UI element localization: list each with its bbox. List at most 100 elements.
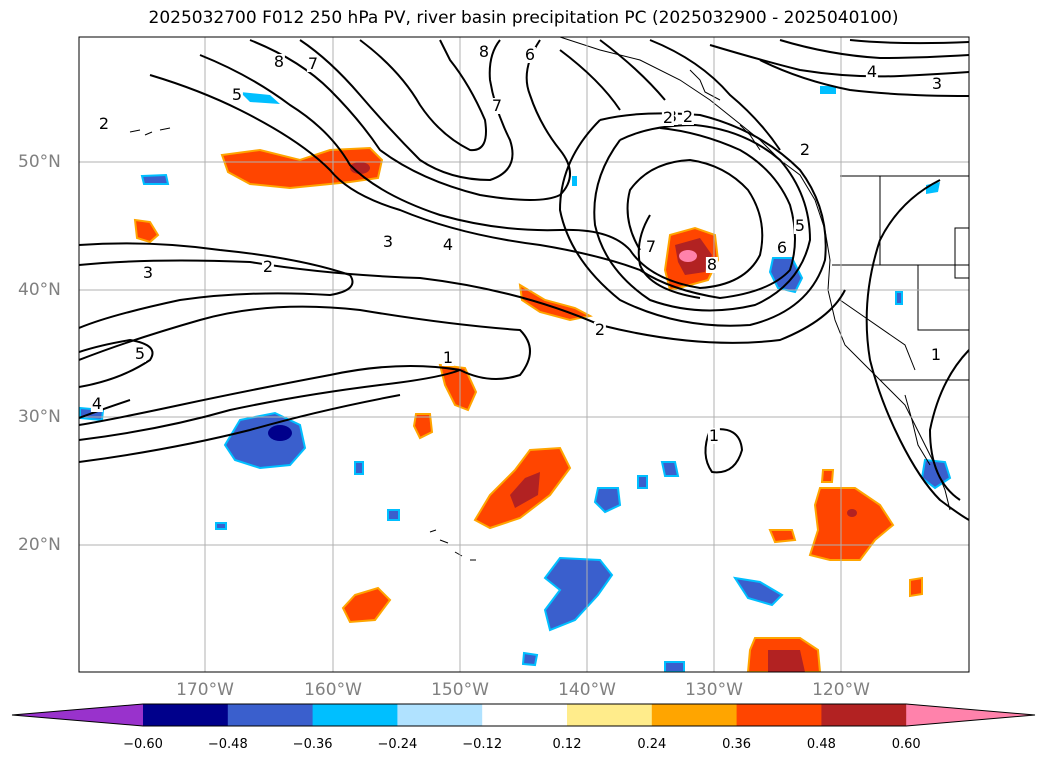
precip-positive-area	[808, 487, 895, 561]
colorbar-tick-label: −0.12	[462, 737, 503, 752]
pv-contour	[849, 39, 969, 45]
contour-label: 3	[930, 74, 944, 93]
pv-contour	[79, 305, 531, 426]
contour-label: 2	[593, 320, 607, 339]
contour-label: 2	[261, 257, 275, 276]
precip-negative-area	[593, 487, 622, 514]
contour-label: 8	[705, 255, 719, 274]
precip-negative-area	[354, 461, 364, 475]
map-frame	[78, 36, 970, 673]
precip-negative-area	[732, 576, 784, 607]
lon-label-120w: 120°W	[812, 680, 870, 700]
pv-contour	[79, 369, 461, 441]
precip-negative-area	[140, 173, 170, 185]
precip-positive-area	[768, 650, 805, 672]
colorbar-segment	[651, 704, 738, 726]
colorbar-segment	[227, 704, 314, 726]
colorbar-tick-label: 0.12	[552, 737, 582, 752]
lon-label-150w: 150°W	[431, 680, 489, 700]
colorbar-extend-high	[906, 704, 1035, 726]
precip-positive-area	[768, 529, 797, 544]
lat-label-20n: 20°N	[18, 535, 61, 555]
precip-positive-area	[820, 469, 835, 483]
pv-contour	[704, 428, 744, 474]
lon-label-140w: 140°W	[558, 680, 616, 700]
colorbar-tick-label: −0.48	[207, 737, 248, 752]
precip-negative-area	[660, 461, 680, 477]
colorbar-tick-label: 0.24	[637, 737, 667, 752]
coastline-layer	[129, 37, 969, 561]
pv-contour	[928, 349, 969, 501]
pv-contour	[79, 338, 154, 388]
precip-positive-area	[679, 250, 697, 262]
precip-negative-area	[664, 661, 685, 672]
contour-label: 8	[477, 42, 491, 61]
contour-label: 3	[381, 232, 395, 251]
map-plot-area	[79, 37, 969, 672]
pv-contour	[149, 74, 796, 300]
colorbar-outline	[11, 703, 1036, 727]
contour-label: 2	[97, 114, 111, 133]
contour-label: 2	[681, 107, 695, 126]
precip-positive-area	[518, 283, 593, 322]
pv-contour	[759, 59, 969, 97]
precip-anomaly-layer	[79, 86, 952, 672]
lon-label-130w: 130°W	[685, 680, 743, 700]
colorbar-tick-label: −0.36	[292, 737, 333, 752]
pv-contour	[299, 39, 514, 182]
contour-label: 4	[865, 62, 879, 81]
pv-contour	[865, 179, 969, 521]
pv-contour	[709, 44, 969, 78]
pv-contour	[558, 112, 827, 327]
contour-label: 1	[707, 426, 721, 445]
precip-negative-area	[240, 92, 280, 104]
lon-label-160w: 160°W	[304, 680, 362, 700]
precip-negative-area	[572, 176, 577, 186]
contour-label: 5	[133, 344, 147, 363]
pv-contour	[637, 214, 701, 299]
contour-label: 2	[661, 108, 675, 127]
pv-contour	[79, 259, 846, 344]
map-title: 2025032700 F012 250 hPa PV, river basin …	[148, 8, 899, 28]
contour-label: 7	[490, 96, 504, 115]
contour-label: 1	[441, 348, 455, 367]
precip-positive-area	[847, 509, 857, 517]
contour-label: 4	[90, 394, 104, 413]
state-border	[954, 227, 969, 279]
precip-positive-area	[438, 363, 478, 412]
contour-label: 6	[775, 238, 789, 257]
precip-negative-area	[543, 556, 614, 632]
pv-contour-layer	[79, 39, 969, 521]
colorbar-segment	[397, 704, 483, 726]
pv-contour	[79, 242, 354, 329]
pv-contour	[359, 39, 487, 152]
island-outline	[429, 529, 476, 561]
precip-negative-area	[223, 411, 307, 470]
precip-positive-area	[341, 586, 392, 624]
precip-positive-area	[909, 576, 923, 598]
contour-label: 7	[644, 237, 658, 256]
island-outline	[129, 127, 171, 136]
colorbar-extend-low	[12, 704, 143, 726]
colorbar-tick-label: −0.60	[123, 737, 163, 752]
pv-contour	[79, 394, 401, 463]
precip-positive-area	[220, 146, 384, 190]
contour-label: 4	[441, 235, 455, 254]
contour-label: 5	[793, 216, 807, 235]
coastline	[559, 37, 951, 511]
colorbar-segment	[736, 704, 822, 726]
contour-label: 3	[141, 263, 155, 282]
precip-negative-area	[268, 425, 292, 441]
precip-negative-area	[387, 509, 400, 521]
pv-contour	[593, 123, 812, 312]
colorbar-segment	[821, 704, 907, 726]
contour-label: 1	[929, 345, 943, 364]
contour-label: 5	[230, 85, 244, 104]
lon-label-170w: 170°W	[176, 680, 234, 700]
contour-label: 6	[523, 45, 537, 64]
state-border	[917, 265, 969, 331]
colorbar-tick-label: −0.24	[377, 737, 418, 752]
colorbar-segment	[567, 704, 653, 726]
lat-label-30n: 30°N	[18, 407, 61, 427]
